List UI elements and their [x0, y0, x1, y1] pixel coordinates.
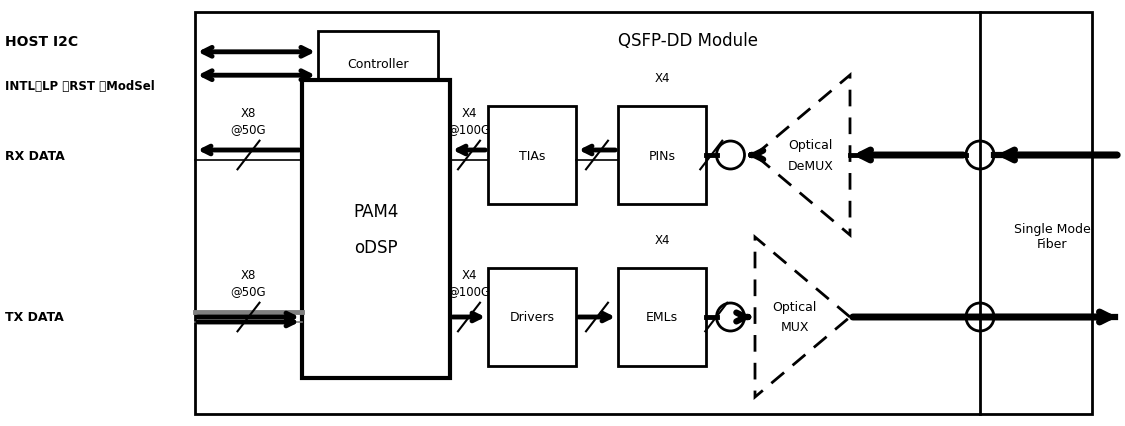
Text: TIAs: TIAs	[519, 149, 546, 162]
Text: X4: X4	[461, 107, 477, 120]
Text: Optical: Optical	[773, 301, 817, 314]
Text: @100G: @100G	[448, 284, 490, 297]
Text: X4: X4	[461, 268, 477, 281]
Text: @100G: @100G	[448, 123, 490, 136]
Bar	[195, 13, 1092, 414]
Bar	[618, 268, 706, 366]
Text: @50G: @50G	[231, 284, 267, 297]
Text: X8: X8	[241, 107, 256, 120]
Text: Optical: Optical	[789, 139, 832, 152]
Text: MUX: MUX	[781, 321, 809, 334]
Bar	[618, 107, 706, 204]
Text: X4: X4	[655, 72, 669, 85]
Text: HOST I2C: HOST I2C	[4, 35, 78, 49]
Text: RX DATA: RX DATA	[4, 149, 65, 162]
Text: X8: X8	[241, 268, 256, 281]
Text: @50G: @50G	[231, 123, 267, 136]
Text: X4: X4	[655, 233, 669, 246]
Text: PINs: PINs	[648, 149, 675, 162]
Text: EMLs: EMLs	[646, 311, 678, 324]
Text: DeMUX: DeMUX	[788, 159, 834, 172]
Text: PAM4: PAM4	[353, 202, 398, 221]
Text: oDSP: oDSP	[354, 239, 398, 256]
Text: Drivers: Drivers	[510, 311, 555, 324]
Bar	[488, 268, 576, 366]
Bar	[302, 81, 450, 378]
Bar	[488, 107, 576, 204]
Text: INTL⧸LP ⧸RST ⧸ModSel: INTL⧸LP ⧸RST ⧸ModSel	[4, 80, 155, 93]
Bar	[318, 32, 438, 97]
Text: Single Mode
Fiber: Single Mode Fiber	[1014, 222, 1091, 250]
Text: QSFP-DD Module: QSFP-DD Module	[619, 32, 758, 50]
Text: Controller: Controller	[348, 58, 408, 71]
Text: TX DATA: TX DATA	[4, 311, 64, 324]
